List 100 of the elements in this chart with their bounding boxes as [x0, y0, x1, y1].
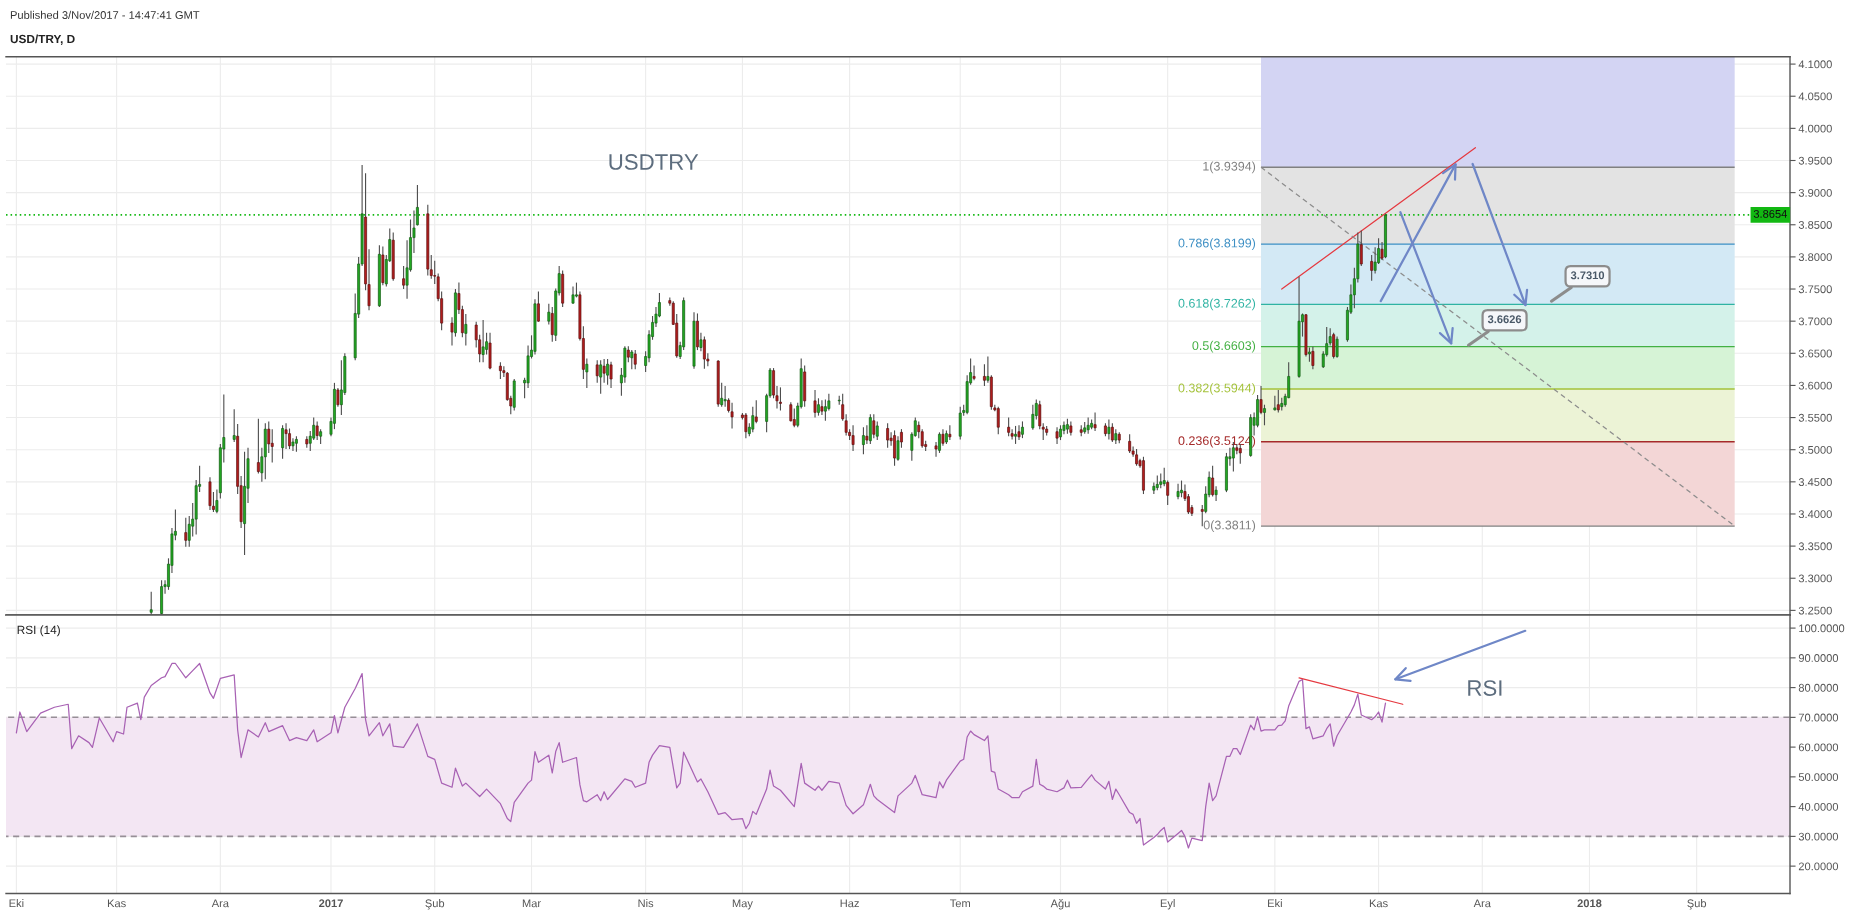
- candlestick: [1038, 400, 1042, 430]
- candlestick: [281, 424, 285, 460]
- y-tick-label: 3.3500: [1798, 542, 1832, 551]
- candlestick: [595, 359, 599, 384]
- candlestick: [1359, 229, 1363, 267]
- y-tick-label: 80.0000: [1798, 683, 1839, 692]
- candlestick: [1335, 336, 1339, 359]
- x-tick-label: Ara: [211, 899, 229, 908]
- candlestick: [537, 291, 540, 323]
- candlestick: [730, 402, 734, 430]
- x-tick-label: Mar: [522, 899, 541, 908]
- candlestick: [633, 349, 637, 370]
- candlestick: [1273, 395, 1277, 412]
- ref-line-label: 0.786(3.8199): [1178, 238, 1256, 250]
- y-tick-label: 60.0000: [1798, 743, 1839, 752]
- x-tick-label: 2018: [1577, 899, 1602, 908]
- y-tick-label: 3.8000: [1798, 253, 1832, 262]
- y-tick-label: 3.5500: [1798, 413, 1832, 422]
- candlestick: [958, 406, 962, 440]
- y-tick-label: 3.4500: [1798, 478, 1832, 486]
- candlestick: [868, 413, 872, 445]
- candlestick: [1200, 504, 1204, 527]
- candlestick: [1031, 404, 1035, 431]
- candlestick: [696, 312, 699, 351]
- annotation: USDTRY: [609, 154, 699, 170]
- x-tick-label: Nis: [638, 899, 654, 908]
- candlestick: [402, 265, 406, 290]
- candlestick: [315, 420, 319, 441]
- candlestick: [1180, 479, 1183, 498]
- candlestick: [284, 422, 288, 450]
- x-tick-label: Şub: [425, 899, 445, 910]
- text: Published 3/Nov/2017 - 14:47:41 GMT: [10, 10, 200, 19]
- candlestick: [972, 364, 976, 381]
- y-tick-label: 20.0000: [1798, 862, 1839, 871]
- candlestick: [481, 319, 485, 363]
- x-tick-label: Kas: [107, 899, 126, 908]
- candlestick: [208, 476, 212, 511]
- candlestick: [862, 426, 865, 455]
- candlestick: [1263, 404, 1266, 426]
- y-tick-label: 4.0500: [1798, 92, 1832, 101]
- candlestick: [820, 399, 824, 416]
- candlestick: [702, 336, 706, 370]
- x-tick-label: Haz: [840, 899, 859, 908]
- ref-line-label: 3.8654: [1753, 209, 1787, 218]
- candlestick: [1107, 418, 1111, 440]
- candlestick: [267, 420, 271, 454]
- candlestick: [599, 359, 603, 395]
- y-tick-label: 3.9500: [1798, 156, 1832, 165]
- y-tick-label: 3.6500: [1798, 349, 1832, 358]
- candlestick: [938, 431, 941, 454]
- y-tick-label: 3.2500: [1798, 606, 1832, 615]
- y-tick-label: 4.0000: [1798, 124, 1832, 133]
- x-tick-label: Tem: [949, 899, 970, 908]
- ref-line-label: 0.382(3.5944): [1178, 383, 1256, 395]
- candlestick: [817, 397, 820, 417]
- y-tick-label: 3.4000: [1798, 510, 1832, 519]
- y-tick-label: 3.3000: [1798, 574, 1832, 583]
- candlestick: [792, 408, 796, 428]
- candlestick: [1332, 332, 1336, 359]
- candlestick: [875, 420, 879, 441]
- y-tick-label: 3.8500: [1798, 221, 1832, 229]
- candlestick: [1059, 424, 1062, 441]
- y-tick-label: 4.1000: [1798, 60, 1832, 69]
- candlestick: [754, 399, 758, 424]
- candlestick: [1370, 254, 1374, 282]
- line-series: [15, 662, 1387, 849]
- annotation: RSI: [1468, 680, 1502, 696]
- y-tick-label: 50.0000: [1798, 773, 1839, 781]
- candlestick: [1017, 424, 1021, 441]
- text: RSI (14): [17, 625, 60, 637]
- candlestick: [813, 389, 817, 419]
- y-tick-label: 3.6000: [1798, 381, 1832, 390]
- y-tick-label: 100.0000: [1799, 624, 1845, 633]
- candlestick: [336, 387, 340, 408]
- candlestick: [720, 382, 724, 408]
- annotation: 3.6626: [1487, 315, 1522, 324]
- ref-line-label: 0.5(3.6603): [1192, 340, 1256, 353]
- x-tick-label: Eyl: [1160, 899, 1175, 910]
- candlestick: [699, 332, 703, 352]
- x-tick-label: May: [732, 899, 753, 910]
- candlestick: [1128, 433, 1132, 454]
- candlestick: [1021, 420, 1024, 439]
- candlestick: [1176, 483, 1180, 500]
- x-tick-label: Eki: [1268, 899, 1282, 908]
- candlestick: [1055, 426, 1059, 445]
- y-tick-label: 30.0000: [1798, 832, 1839, 841]
- y-tick-label: 3.9000: [1798, 188, 1832, 197]
- candlestick: [288, 427, 291, 450]
- candlestick: [550, 306, 554, 343]
- x-tick-label: Kas: [1369, 899, 1388, 908]
- candlestick: [1214, 485, 1218, 502]
- y-tick-label: 70.0000: [1798, 713, 1839, 722]
- candlestick: [865, 424, 869, 445]
- candlestick: [1276, 389, 1280, 413]
- candlestick: [630, 349, 634, 370]
- y-tick-label: 90.0000: [1798, 654, 1839, 662]
- candlestick: [1211, 465, 1215, 498]
- x-tick-label: Ara: [1473, 899, 1491, 908]
- candlestick: [1311, 346, 1315, 370]
- candlestick: [872, 413, 876, 439]
